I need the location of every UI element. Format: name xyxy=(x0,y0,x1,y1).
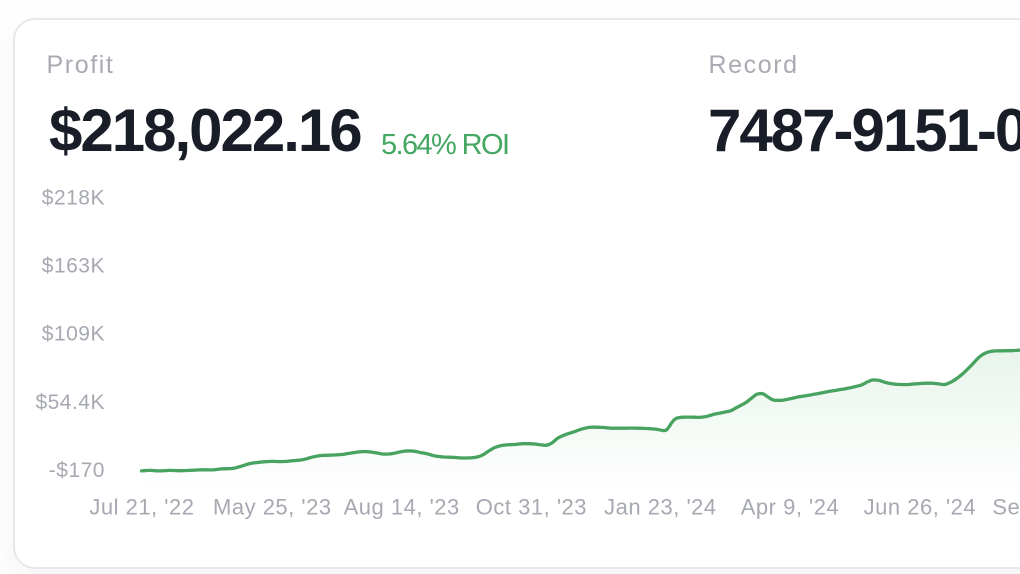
svg-text:$163K: $163K xyxy=(42,255,105,278)
svg-text:Sep 11, '24: Sep 11, '24 xyxy=(992,495,1020,520)
svg-text:Apr 9, '24: Apr 9, '24 xyxy=(741,495,839,520)
svg-text:Jun 26, '24: Jun 26, '24 xyxy=(864,495,976,520)
svg-text:Jul 21, '22: Jul 21, '22 xyxy=(89,495,194,520)
svg-text:$218K: $218K xyxy=(42,187,105,210)
svg-text:-$170: -$170 xyxy=(49,459,105,482)
svg-text:$109K: $109K xyxy=(42,323,105,346)
svg-text:Oct 31, '23: Oct 31, '23 xyxy=(476,495,587,520)
svg-text:$54.4K: $54.4K xyxy=(35,391,105,414)
svg-text:May 25, '23: May 25, '23 xyxy=(213,495,332,520)
svg-text:Jan 23, '24: Jan 23, '24 xyxy=(604,495,716,520)
svg-text:Aug 14, '23: Aug 14, '23 xyxy=(344,495,460,520)
